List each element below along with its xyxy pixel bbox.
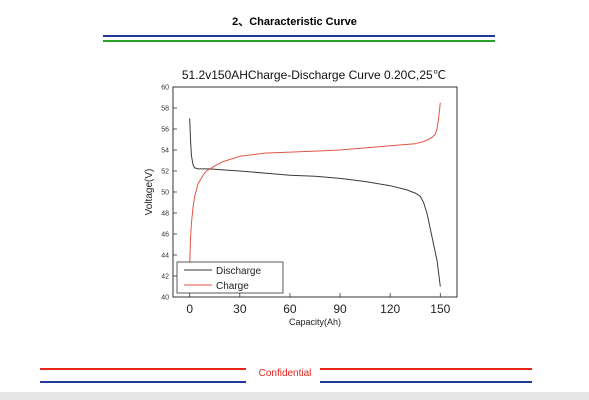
chart-title: 51.2v150AHCharge-Discharge Curve 0.20C,2…: [182, 68, 446, 82]
footer-red-rule-left: [40, 368, 246, 370]
legend: Discharge Charge: [176, 261, 284, 294]
x-tick-label: 150: [430, 302, 450, 316]
x-tick-label: 90: [333, 302, 347, 316]
footer-blue-rule-right: [320, 381, 532, 383]
legend-box: [176, 261, 284, 294]
x-tick-label: 60: [283, 302, 297, 316]
x-tick-label: 0: [186, 302, 193, 316]
confidential-label: Confidential: [258, 368, 312, 379]
y-tick-label: 44: [161, 253, 169, 260]
section-title: 2、Characteristic Curve: [232, 16, 357, 28]
footer-blue-rule-left: [40, 381, 246, 383]
y-tick-label: 50: [161, 190, 169, 197]
series-line-charge: [189, 102, 441, 266]
legend-discharge-label: Discharge: [216, 266, 261, 277]
bottom-strip: [0, 392, 589, 400]
x-tick-label: 30: [233, 302, 247, 316]
top-blue-rule: [103, 35, 495, 37]
x-tick-label: 120: [380, 302, 400, 316]
y-axis-label: Voltage(V): [144, 169, 155, 216]
y-tick-label: 58: [161, 106, 169, 113]
y-tick-label: 46: [161, 232, 169, 239]
chart-svg: 51.2v150AHCharge-Discharge Curve 0.20C,2…: [144, 68, 458, 327]
y-tick-label: 48: [161, 211, 169, 218]
legend-charge-label: Charge: [216, 281, 249, 292]
y-tick-label: 40: [161, 295, 169, 302]
y-tick-label: 56: [161, 127, 169, 134]
x-axis-label: Capacity(Ah): [289, 317, 341, 327]
series-layer: [189, 102, 441, 287]
series-line-discharge: [189, 118, 441, 287]
y-tick-label: 60: [161, 85, 169, 92]
y-tick-label: 52: [161, 169, 169, 176]
y-tick-label: 54: [161, 148, 169, 155]
top-green-rule: [103, 40, 495, 42]
charge-discharge-chart: 51.2v150AHCharge-Discharge Curve 0.20C,2…: [120, 60, 480, 340]
ticks-layer: 40 42 44 46 48 50 52 54 56 58 60 0 30 60 90 120 150: [161, 85, 450, 317]
y-tick-label: 42: [161, 274, 169, 281]
footer-red-rule-right: [320, 368, 532, 370]
